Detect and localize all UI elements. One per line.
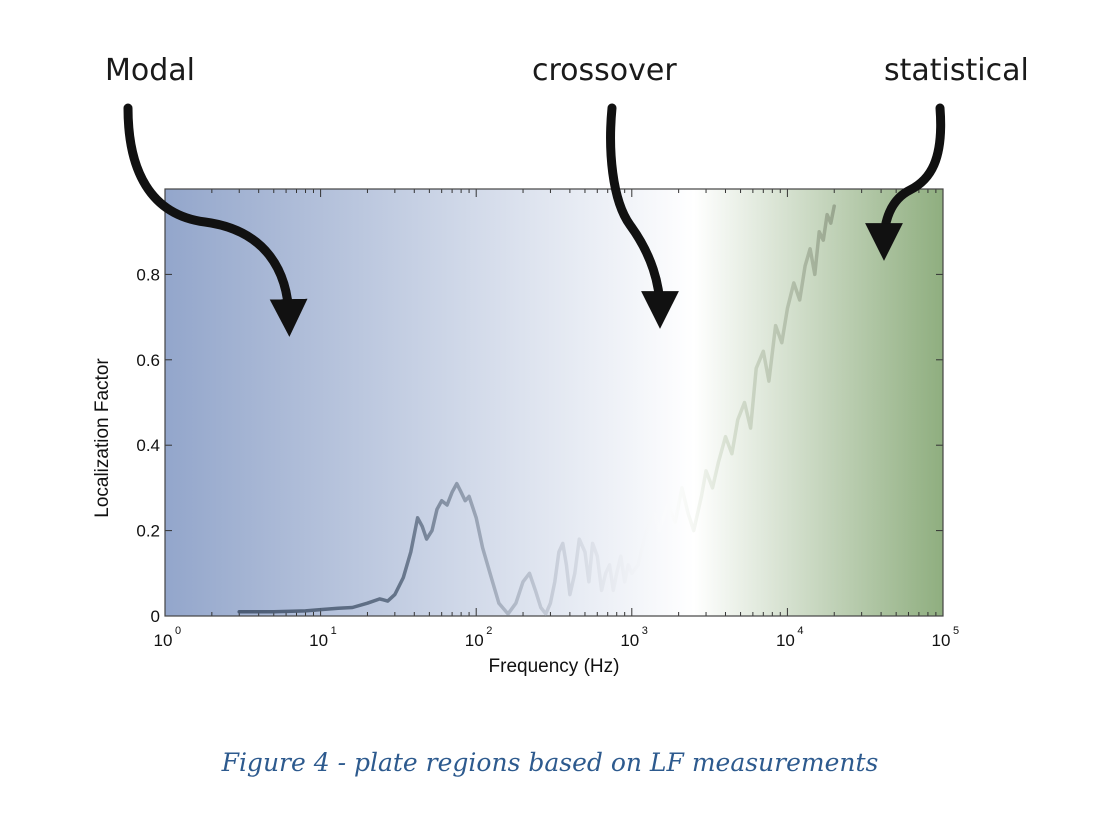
x-tick-label: 10 — [465, 631, 484, 650]
series-layer — [237, 204, 836, 616]
y-tick-label: 0.2 — [136, 522, 160, 541]
x-tick-exponent: 0 — [175, 625, 181, 637]
x-tick-exponent: 5 — [953, 625, 959, 637]
y-tick-label: 0.8 — [136, 265, 160, 284]
modal-arrow — [123, 103, 308, 337]
x-tick-label: 10 — [932, 631, 951, 650]
figure-caption: Figure 4 - plate regions based on LF mea… — [221, 748, 879, 777]
statistical-arrow — [865, 103, 946, 261]
series-line — [237, 204, 836, 616]
x-tick-exponent: 2 — [486, 625, 492, 637]
y-tick-label: 0 — [151, 607, 160, 626]
x-tick-label: 10 — [776, 631, 795, 650]
x-axis-label: Frequency (Hz) — [489, 656, 620, 677]
x-tick-label: 10 — [620, 631, 639, 650]
y-tick-label: 0.4 — [136, 436, 160, 455]
x-tick-label: 10 — [309, 631, 328, 650]
y-tick-labels: 0 0.2 0.4 0.6 0.8 — [136, 265, 160, 626]
x-tick-labels: 10 0 10 1 10 2 10 3 10 4 10 5 — [154, 625, 960, 650]
x-tick-exponent: 1 — [331, 625, 337, 637]
crossover-arrow — [606, 103, 679, 329]
region-label-modal: Modal — [105, 53, 195, 88]
region-label-statistical: statistical — [884, 53, 1029, 88]
x-tick-exponent: 4 — [797, 625, 803, 637]
plot-background — [165, 189, 943, 616]
plot-frame — [164, 188, 944, 617]
y-axis-label: Localization Factor — [92, 358, 113, 518]
region-label-crossover: crossover — [532, 53, 677, 88]
x-tick-label: 10 — [154, 631, 173, 650]
y-tick-label: 0.6 — [136, 351, 160, 370]
x-tick-exponent: 3 — [642, 625, 648, 637]
